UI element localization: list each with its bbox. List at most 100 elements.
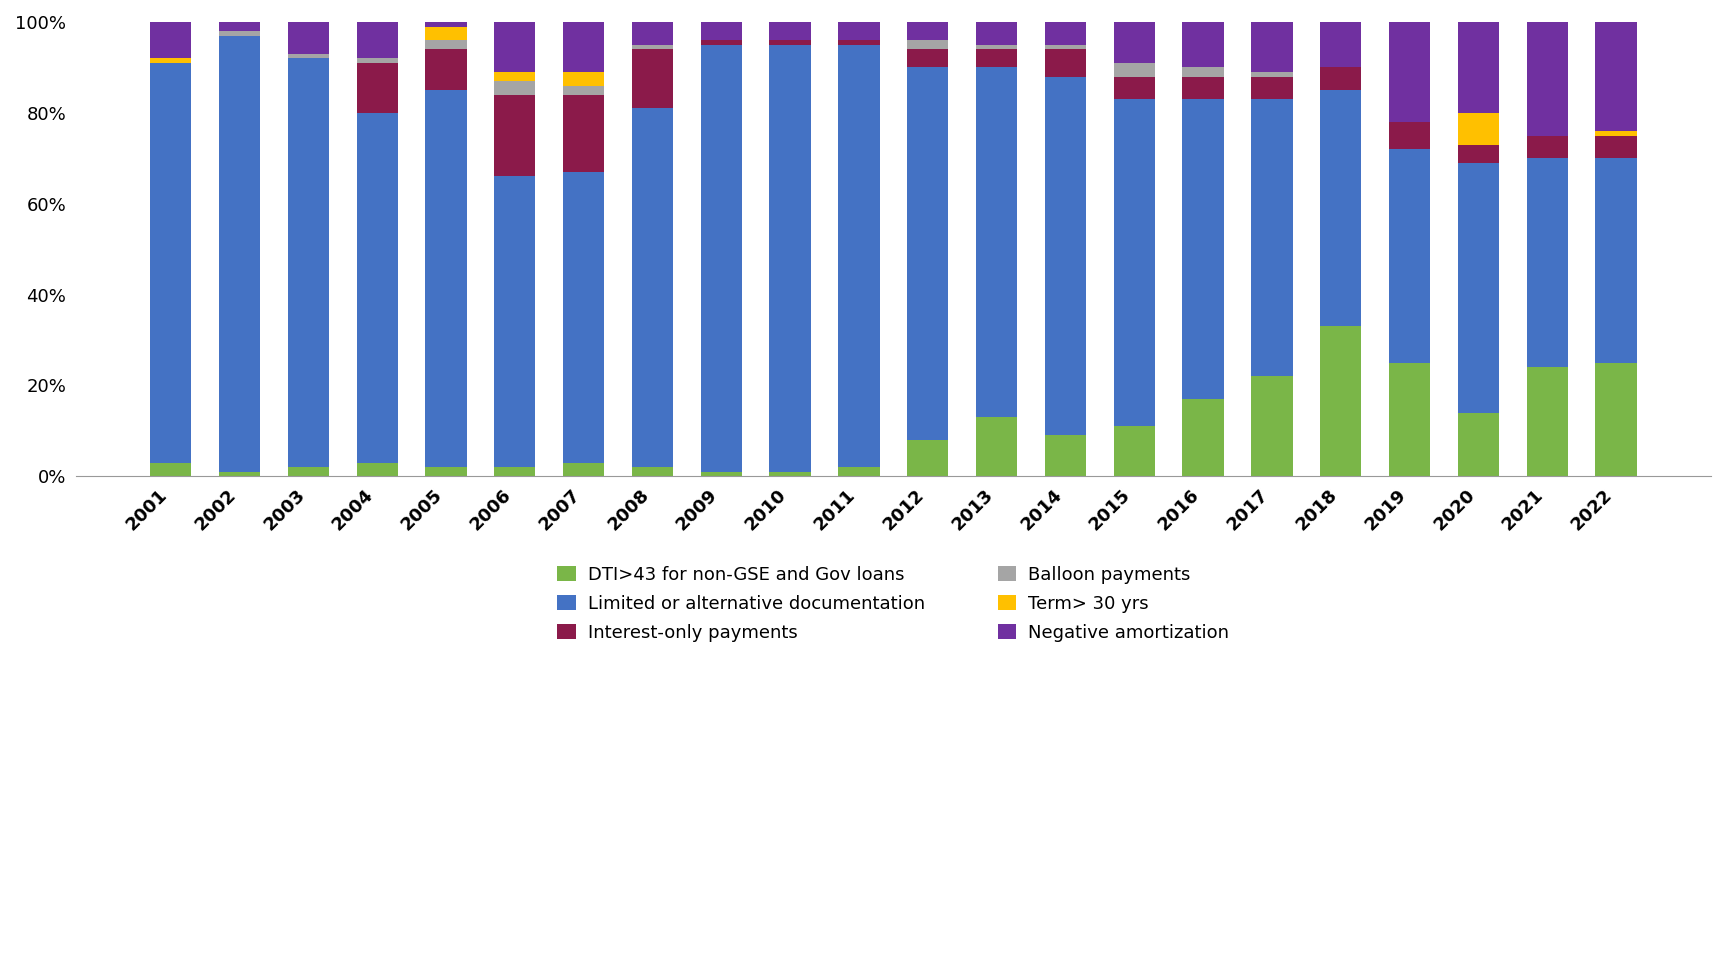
Bar bbox=[288, 54, 330, 59]
Bar bbox=[219, 35, 261, 471]
Bar bbox=[357, 63, 397, 113]
Bar bbox=[1526, 135, 1567, 158]
Bar bbox=[1458, 163, 1498, 413]
Bar bbox=[563, 72, 604, 85]
Bar bbox=[975, 417, 1017, 476]
Bar bbox=[425, 49, 466, 90]
Bar bbox=[1389, 22, 1431, 122]
Bar bbox=[632, 22, 673, 45]
Bar bbox=[219, 31, 261, 35]
Bar bbox=[219, 471, 261, 476]
Bar bbox=[1044, 22, 1086, 45]
Bar bbox=[1044, 435, 1086, 476]
Bar bbox=[425, 22, 466, 26]
Bar bbox=[563, 85, 604, 95]
Bar bbox=[1526, 22, 1567, 135]
Bar bbox=[563, 95, 604, 172]
Bar bbox=[1251, 376, 1293, 476]
Bar bbox=[1458, 22, 1498, 113]
Bar bbox=[1113, 76, 1155, 99]
Bar bbox=[701, 471, 742, 476]
Bar bbox=[1389, 363, 1431, 476]
Bar bbox=[701, 22, 742, 40]
Bar bbox=[1044, 76, 1086, 435]
Bar bbox=[425, 40, 466, 49]
Bar bbox=[1320, 68, 1362, 90]
Bar bbox=[1595, 131, 1636, 135]
Bar bbox=[1595, 135, 1636, 158]
Bar bbox=[632, 49, 673, 109]
Bar bbox=[839, 22, 880, 40]
Bar bbox=[770, 40, 811, 45]
Bar bbox=[975, 45, 1017, 49]
Bar bbox=[975, 49, 1017, 68]
Bar bbox=[1251, 72, 1293, 76]
Bar bbox=[425, 26, 466, 40]
Bar bbox=[701, 40, 742, 45]
Bar bbox=[770, 471, 811, 476]
Bar bbox=[357, 113, 397, 463]
Bar bbox=[1044, 49, 1086, 76]
Bar bbox=[770, 45, 811, 471]
Bar bbox=[908, 440, 948, 476]
Bar bbox=[975, 22, 1017, 45]
Bar bbox=[494, 22, 535, 72]
Bar bbox=[219, 22, 261, 31]
Bar bbox=[839, 467, 880, 476]
Bar bbox=[494, 72, 535, 81]
Bar bbox=[1526, 158, 1567, 368]
Bar bbox=[1251, 22, 1293, 72]
Bar bbox=[1595, 363, 1636, 476]
Bar bbox=[1182, 68, 1224, 76]
Bar bbox=[1251, 99, 1293, 376]
Bar bbox=[1113, 22, 1155, 63]
Bar bbox=[1113, 426, 1155, 476]
Bar bbox=[1458, 113, 1498, 145]
Bar bbox=[1113, 63, 1155, 76]
Bar bbox=[1251, 76, 1293, 99]
Bar bbox=[357, 22, 397, 59]
Bar bbox=[839, 45, 880, 467]
Bar bbox=[288, 59, 330, 467]
Bar bbox=[908, 68, 948, 440]
Bar bbox=[1182, 399, 1224, 476]
Bar bbox=[563, 463, 604, 476]
Bar bbox=[975, 68, 1017, 417]
Bar bbox=[150, 463, 192, 476]
Bar bbox=[1389, 122, 1431, 149]
Bar bbox=[150, 22, 192, 59]
Bar bbox=[1182, 22, 1224, 68]
Bar bbox=[770, 22, 811, 40]
Bar bbox=[632, 45, 673, 49]
Bar bbox=[288, 22, 330, 54]
Bar bbox=[494, 467, 535, 476]
Bar bbox=[1526, 368, 1567, 476]
Bar bbox=[357, 463, 397, 476]
Bar bbox=[357, 59, 397, 63]
Bar bbox=[839, 40, 880, 45]
Bar bbox=[150, 59, 192, 63]
Bar bbox=[1182, 76, 1224, 99]
Bar bbox=[908, 40, 948, 49]
Bar bbox=[425, 467, 466, 476]
Bar bbox=[908, 49, 948, 68]
Bar bbox=[494, 81, 535, 95]
Bar bbox=[1458, 145, 1498, 163]
Bar bbox=[563, 172, 604, 463]
Bar bbox=[494, 176, 535, 467]
Bar bbox=[1320, 326, 1362, 476]
Bar bbox=[1113, 99, 1155, 426]
Bar bbox=[1320, 22, 1362, 68]
Bar bbox=[288, 467, 330, 476]
Bar bbox=[1595, 158, 1636, 363]
Bar bbox=[494, 95, 535, 176]
Bar bbox=[1458, 413, 1498, 476]
Bar bbox=[1320, 90, 1362, 326]
Bar bbox=[701, 45, 742, 471]
Bar bbox=[1595, 22, 1636, 131]
Bar bbox=[150, 63, 192, 463]
Bar bbox=[632, 467, 673, 476]
Bar bbox=[1044, 45, 1086, 49]
Bar bbox=[1389, 149, 1431, 363]
Bar bbox=[632, 109, 673, 467]
